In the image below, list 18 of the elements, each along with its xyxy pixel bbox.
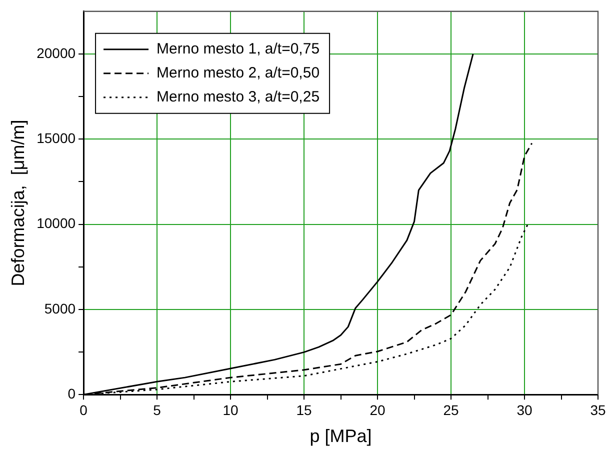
x-tick-label: 0 bbox=[80, 402, 88, 418]
x-tick-label: 15 bbox=[296, 402, 312, 418]
legend-label: Merno mesto 3, a/t=0,25 bbox=[156, 88, 320, 106]
legend-label: Merno mesto 2, a/t=0,50 bbox=[156, 64, 320, 82]
x-tick-label: 10 bbox=[222, 402, 239, 418]
x-tick-label: 35 bbox=[590, 402, 606, 418]
x-tick-label: 25 bbox=[443, 402, 460, 418]
y-tick-label: 20000 bbox=[36, 44, 76, 61]
y-tick-label: 15000 bbox=[36, 130, 76, 146]
y-tick-label: 5000 bbox=[44, 300, 76, 316]
y-tick-label: 0 bbox=[68, 385, 76, 402]
x-axis-title: p [MPa] bbox=[310, 426, 372, 446]
x-tick-label: 30 bbox=[516, 402, 532, 418]
x-tick-label: 5 bbox=[153, 402, 162, 418]
x-tick-label: 20 bbox=[370, 402, 386, 418]
y-axis-title: Deformacija, [μm/m] bbox=[8, 120, 28, 286]
legend-label: Merno mesto 1, a/t=0,75 bbox=[156, 40, 320, 58]
y-tick-label: 10000 bbox=[36, 215, 76, 232]
